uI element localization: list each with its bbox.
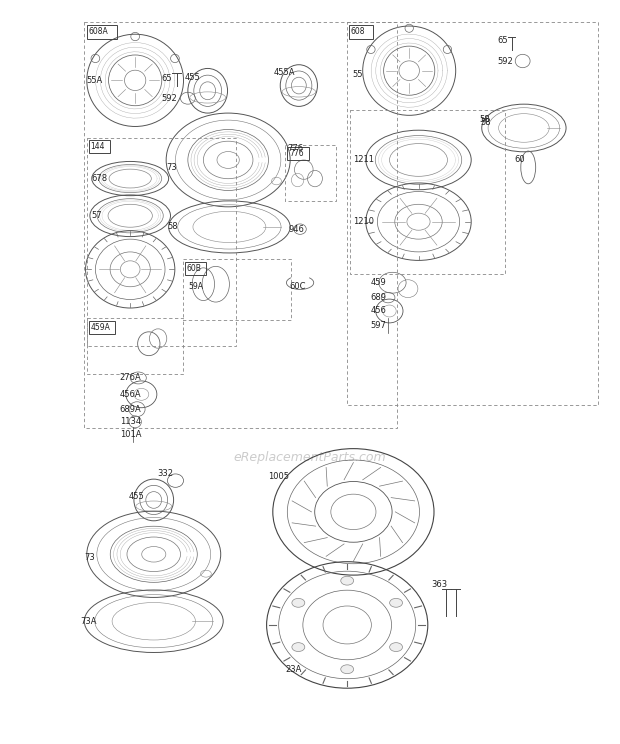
Text: 1134: 1134 (120, 417, 141, 426)
Text: 608: 608 (351, 28, 365, 36)
Bar (350, 110, 505, 274)
Text: 455A: 455A (274, 68, 296, 77)
Ellipse shape (389, 598, 402, 607)
Bar (347, 22, 598, 405)
Text: 456A: 456A (120, 390, 141, 399)
Text: 55: 55 (352, 70, 363, 79)
Text: 57: 57 (92, 211, 102, 220)
Text: 363: 363 (431, 580, 447, 589)
Text: 1005: 1005 (268, 472, 289, 481)
Text: 58: 58 (479, 115, 490, 124)
Text: 689: 689 (371, 293, 387, 302)
Text: 678: 678 (92, 174, 108, 183)
Text: 459: 459 (371, 278, 386, 287)
Text: 689A: 689A (120, 405, 141, 414)
Text: 60C: 60C (289, 282, 306, 291)
Text: 1210: 1210 (353, 217, 374, 226)
Text: 455: 455 (184, 73, 200, 82)
Text: 65: 65 (161, 74, 172, 83)
Text: 55A: 55A (87, 76, 103, 85)
Text: 73: 73 (166, 163, 177, 172)
Bar (87, 138, 236, 346)
Text: 59A: 59A (188, 282, 203, 291)
Text: 592: 592 (161, 94, 177, 103)
Text: 58: 58 (480, 118, 490, 127)
Bar (349, 25, 373, 39)
Text: 60B: 60B (187, 263, 202, 273)
Text: 23A: 23A (285, 665, 301, 674)
Text: 459A: 459A (91, 323, 110, 333)
Bar (87, 318, 183, 374)
Text: 332: 332 (157, 469, 173, 478)
Text: 592: 592 (498, 57, 513, 65)
Text: 776: 776 (289, 149, 304, 158)
Text: 58: 58 (167, 222, 178, 231)
Text: 597: 597 (371, 321, 387, 330)
Text: 776: 776 (287, 144, 303, 153)
Ellipse shape (292, 643, 305, 652)
Text: 1211: 1211 (353, 155, 374, 164)
Text: 101A: 101A (120, 430, 141, 439)
Text: 946: 946 (289, 225, 305, 234)
Bar (89, 140, 110, 153)
Text: 73A: 73A (81, 617, 97, 626)
Ellipse shape (292, 598, 305, 607)
Text: 65: 65 (498, 36, 508, 45)
Bar (87, 25, 117, 39)
Bar (183, 259, 291, 320)
Ellipse shape (341, 577, 353, 585)
Text: 73: 73 (84, 554, 95, 562)
Ellipse shape (341, 665, 353, 673)
Text: 276A: 276A (120, 373, 141, 382)
Bar (287, 147, 309, 160)
Text: 608A: 608A (89, 28, 108, 36)
Text: 455: 455 (129, 492, 144, 501)
Bar (285, 145, 336, 201)
Text: 144: 144 (91, 142, 105, 151)
Text: eReplacementParts.com: eReplacementParts.com (234, 451, 386, 464)
Bar (89, 321, 115, 334)
Bar (84, 22, 397, 428)
Text: 60: 60 (515, 155, 525, 164)
Bar (185, 262, 206, 275)
Text: 456: 456 (371, 307, 387, 315)
Ellipse shape (389, 643, 402, 652)
